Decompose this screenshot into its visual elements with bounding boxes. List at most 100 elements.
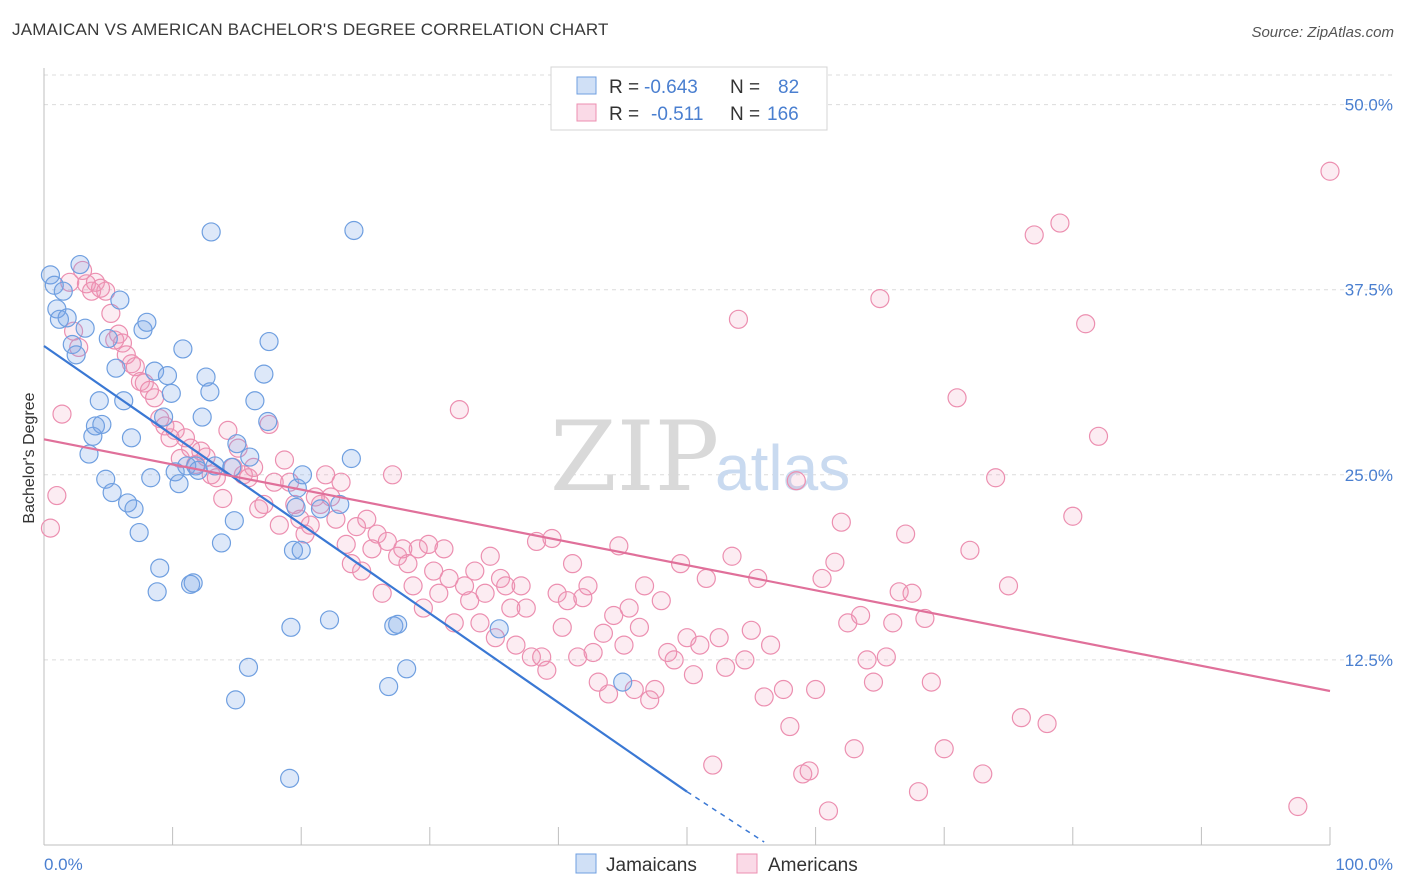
y-tick-labels: 12.5% 25.0% 37.5% 50.0% <box>1345 96 1393 670</box>
jamaicans-points <box>40 220 633 788</box>
stats-r-label-americans: R = <box>609 104 639 125</box>
americans-point-128 <box>703 755 723 775</box>
jamaicans-point-49 <box>224 511 244 531</box>
jamaicans-point-0 <box>40 265 61 285</box>
americans-point-136 <box>754 687 774 707</box>
americans-point-160 <box>915 608 935 629</box>
americans-point-127 <box>696 568 716 589</box>
axes <box>43 68 1331 846</box>
jamaicans-point-30 <box>150 558 170 578</box>
jamaicans-point-34 <box>165 462 185 482</box>
americans-point-153 <box>870 288 890 309</box>
jamaicans-point-7 <box>66 345 86 365</box>
americans-point-170 <box>1037 713 1057 734</box>
americans-point-150 <box>851 605 871 626</box>
jamaicans-point-29 <box>147 582 167 602</box>
jamaicans-point-65 <box>310 499 331 519</box>
americans-point-57 <box>326 509 346 529</box>
stats-n-value-jamaicans: 82 <box>778 77 799 98</box>
americans-point-95 <box>521 647 541 667</box>
americans-point-41 <box>244 457 264 478</box>
americans-point-84 <box>465 561 485 581</box>
jamaicans-point-3 <box>49 309 70 329</box>
americans-point-115 <box>624 679 644 700</box>
americans-point-176 <box>1320 161 1340 181</box>
americans-point-10 <box>90 278 111 298</box>
y-axis-label: Bachelor's Degree <box>21 392 38 523</box>
americans-point-129 <box>709 628 729 648</box>
jamaicans-point-70 <box>379 676 399 697</box>
americans-point-120 <box>651 591 671 611</box>
americans-point-75 <box>418 534 439 555</box>
jamaicans-point-59 <box>281 617 301 637</box>
americans-point-168 <box>1011 708 1031 728</box>
americans-point-126 <box>690 635 710 655</box>
americans-point-98 <box>537 660 557 680</box>
americans-point-54 <box>310 494 331 515</box>
americans-point-100 <box>547 583 567 603</box>
americans-point-163 <box>947 388 967 408</box>
jamaicans-point-31 <box>153 407 174 427</box>
americans-point-101 <box>552 617 572 637</box>
jamaicans-point-51 <box>227 434 247 454</box>
source-credit: Source: ZipAtlas.com <box>1251 24 1394 41</box>
jamaicans-point-36 <box>173 339 193 359</box>
jamaicans-point-24 <box>129 522 149 543</box>
americans-point-61 <box>346 517 367 537</box>
stats-n-label-americans: N = <box>730 104 760 125</box>
jamaicans-point-61 <box>286 497 306 517</box>
americans-point-90 <box>496 576 516 596</box>
americans-point-63 <box>357 509 377 529</box>
jamaicans-point-73 <box>397 659 417 679</box>
jamaicans-point-43 <box>196 367 216 387</box>
americans-point-165 <box>973 764 993 784</box>
americans-point-138 <box>773 679 794 700</box>
americans-point-171 <box>1050 213 1070 233</box>
jamaicans-point-68 <box>341 448 361 469</box>
jamaicans-point-69 <box>344 220 364 241</box>
stats-r-value-americans: -0.511 <box>651 104 703 125</box>
americans-point-154 <box>876 647 896 667</box>
jamaicans-point-42 <box>192 407 212 427</box>
americans-point-72 <box>403 576 423 596</box>
americans-swatch <box>576 103 597 122</box>
americans-point-111 <box>604 605 624 626</box>
americans-point-85 <box>470 613 490 633</box>
jamaicans-point-19 <box>110 290 130 310</box>
americans-point-118 <box>640 690 660 710</box>
jamaicans-point-14 <box>92 414 112 435</box>
jamaicans-point-13 <box>89 391 109 411</box>
americans-point-36 <box>218 420 238 440</box>
americans-point-140 <box>786 471 806 491</box>
jamaicans-point-39 <box>183 573 203 593</box>
americans-point-1 <box>47 485 67 506</box>
jamaicans-point-5 <box>57 308 77 328</box>
americans-point-12 <box>101 303 121 324</box>
americans-point-67 <box>377 531 397 552</box>
americans-point-91 <box>501 598 521 618</box>
jamaicans-point-32 <box>157 365 178 386</box>
americans-point-155 <box>883 613 903 633</box>
americans-point-106 <box>578 576 598 596</box>
series-legend: Jamaicans Americans <box>575 853 858 876</box>
americans-point-144 <box>812 568 832 589</box>
jamaicans-point-74 <box>489 619 509 639</box>
americans-point-59 <box>336 534 356 555</box>
americans-point-66 <box>372 583 392 603</box>
americans-point-116 <box>629 617 650 637</box>
jamaicans-point-23 <box>124 499 144 519</box>
x-tick-label-0: 0.0% <box>44 855 83 874</box>
americans-point-71 <box>398 554 418 574</box>
americans-point-93 <box>511 576 531 596</box>
jamaicans-point-66 <box>319 610 340 630</box>
stats-r-label-jamaicans: R = <box>609 77 639 98</box>
americans-point-157 <box>896 524 916 544</box>
jamaicans-point-64 <box>292 465 313 485</box>
americans-point-174 <box>1088 426 1109 446</box>
legend-jamaicans-swatch <box>575 853 597 874</box>
americans-point-81 <box>449 400 469 420</box>
x-tick-label-1: 100.0% <box>1335 855 1393 874</box>
americans-point-133 <box>735 650 755 670</box>
americans-point-105 <box>573 588 593 608</box>
americans-point-130 <box>715 657 736 677</box>
